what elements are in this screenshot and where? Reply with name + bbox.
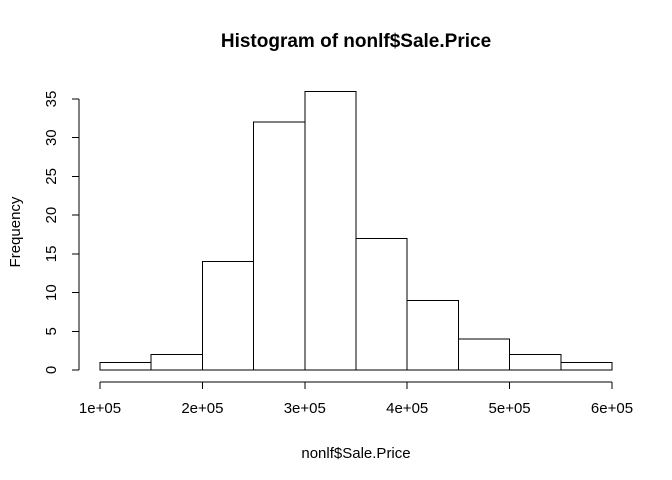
x-tick-label: 6e+05 <box>591 400 633 417</box>
y-axis-label: Frequency <box>7 196 24 267</box>
histogram-bar <box>560 361 613 371</box>
x-tick-label: 5e+05 <box>489 400 531 417</box>
histogram-bar <box>457 338 511 371</box>
histogram-bar <box>201 261 255 371</box>
histogram-bar <box>304 90 357 371</box>
x-axis-label: nonlf$Sale.Price <box>301 445 410 462</box>
x-tick-label: 3e+05 <box>284 400 326 417</box>
x-axis: 1e+05 2e+05 3e+05 4e+05 5e+05 6e+05 <box>79 381 633 417</box>
x-tick-label: 1e+05 <box>79 400 121 417</box>
x-tick-label: 4e+05 <box>386 400 428 417</box>
histogram-bar <box>355 237 408 371</box>
y-axis: 0 5 10 15 20 25 30 35 <box>43 91 80 374</box>
y-tick-label: 0 <box>43 366 60 374</box>
histogram-bar <box>99 361 152 371</box>
bars-group <box>99 90 613 371</box>
y-tick-label: 20 <box>43 207 60 224</box>
y-tick-label: 30 <box>43 129 60 146</box>
y-tick-label: 35 <box>43 91 60 108</box>
y-tick-label: 10 <box>43 284 60 301</box>
histogram-bar <box>406 299 459 371</box>
histogram-bar <box>150 354 203 371</box>
y-tick-label: 25 <box>43 168 60 185</box>
y-tick-label: 15 <box>43 246 60 263</box>
x-tick-label: 2e+05 <box>181 400 223 417</box>
y-tick-label: 5 <box>43 327 60 335</box>
histogram-bar <box>253 121 306 371</box>
chart-title: Histogram of nonlf$Sale.Price <box>221 31 491 52</box>
histogram-bar <box>509 354 562 371</box>
